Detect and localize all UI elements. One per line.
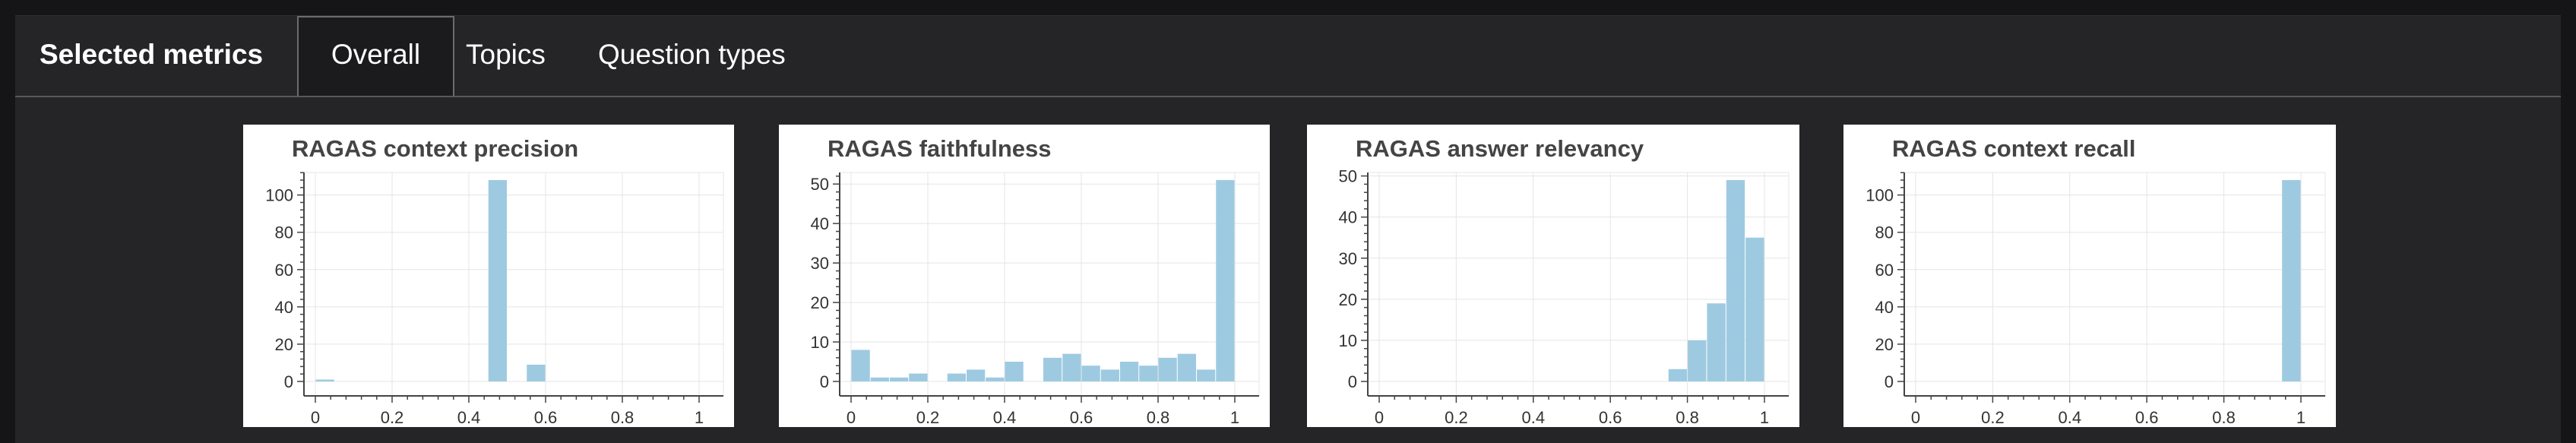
y-tick-label: 100 xyxy=(1866,186,1894,205)
histogram-bar xyxy=(909,373,928,381)
x-tick-label: 0 xyxy=(1911,408,1920,427)
histogram-bar xyxy=(315,379,334,381)
y-tick-label: 30 xyxy=(1339,249,1357,268)
histogram-bar xyxy=(1726,180,1745,381)
chart-title: RAGAS context recall xyxy=(1892,135,2135,162)
histogram-bar xyxy=(1005,362,1024,381)
tab-bar: Selected metrics Overall Topics Question… xyxy=(15,16,2561,97)
y-tick-label: 50 xyxy=(811,175,829,194)
histogram-bar xyxy=(1707,303,1726,381)
histogram-bar xyxy=(2282,180,2301,381)
x-tick-label: 0.4 xyxy=(457,408,481,427)
histogram-bar xyxy=(986,377,1005,381)
y-tick-label: 20 xyxy=(811,293,829,312)
y-tick-label: 30 xyxy=(811,254,829,273)
x-tick-label: 0.6 xyxy=(534,408,558,427)
histogram-bar xyxy=(1100,369,1119,381)
y-tick-label: 40 xyxy=(1875,298,1894,317)
y-tick-label: 40 xyxy=(275,298,293,317)
y-tick-label: 0 xyxy=(1885,372,1894,391)
histogram-bar xyxy=(1158,357,1177,381)
y-tick-label: 40 xyxy=(811,214,829,233)
chart-faithfulness-plot: RAGAS faithfulness 0 10 20 30 40 50 0 0.2 0.4 0.6 0… xyxy=(811,135,1260,427)
histogram-bar xyxy=(890,377,909,381)
x-tick-label: 0.2 xyxy=(1445,408,1468,427)
x-tick-label: 0.4 xyxy=(2059,408,2082,427)
chart-title: RAGAS faithfulness xyxy=(828,135,1052,162)
chart-title: RAGAS answer relevancy xyxy=(1356,135,1644,162)
x-tick-label: 0 xyxy=(311,408,320,427)
x-tick-label: 1 xyxy=(1760,408,1769,427)
y-tick-label: 50 xyxy=(1339,167,1357,186)
x-tick-label: 0.2 xyxy=(916,408,940,427)
x-tick-label: 0.4 xyxy=(993,408,1017,427)
x-tick-label: 0.6 xyxy=(2135,408,2159,427)
charts-row: RAGAS context precision 0 20 40 60 80 100 0 0.2 0… xyxy=(15,103,2561,443)
chart-title: RAGAS context precision xyxy=(292,135,578,162)
histogram-bar xyxy=(967,369,986,381)
chart-faithfulness: RAGAS faithfulness 0 10 20 30 40 50 0 0.2 0.4 0.6 0… xyxy=(779,125,1270,427)
histogram-bar xyxy=(851,350,870,381)
y-tick-label: 0 xyxy=(820,372,829,391)
histogram-bar xyxy=(1139,365,1158,381)
histogram-bar xyxy=(947,373,966,381)
histogram-bar xyxy=(1688,340,1707,381)
histogram-bar xyxy=(488,180,507,381)
histogram-bar xyxy=(870,377,889,381)
y-tick-label: 80 xyxy=(1875,223,1894,242)
x-tick-label: 0.6 xyxy=(1599,408,1622,427)
y-tick-label: 60 xyxy=(275,261,293,280)
chart-context-precision-plot: RAGAS context precision 0 20 40 60 80 100 0 0.2 0… xyxy=(265,135,724,427)
chart-answer-relevancy: RAGAS answer relevancy 0 10 20 30 40 50 0 0.2 0.4… xyxy=(1307,125,1799,427)
histogram-bar xyxy=(1081,365,1100,381)
y-tick-label: 20 xyxy=(275,335,293,354)
x-tick-label: 0.6 xyxy=(1070,408,1093,427)
x-tick-label: 0.4 xyxy=(1522,408,1546,427)
y-tick-label: 10 xyxy=(811,333,829,352)
metrics-panel: Selected metrics Overall Topics Question… xyxy=(15,15,2561,443)
x-tick-label: 1 xyxy=(2296,408,2305,427)
y-tick-label: 10 xyxy=(1339,331,1357,350)
x-tick-label: 0.8 xyxy=(611,408,635,427)
tab-question-types[interactable]: Question types xyxy=(598,39,786,70)
tab-topics[interactable]: Topics xyxy=(466,39,546,70)
histogram-bar xyxy=(1216,180,1235,381)
panel-title: Selected metrics xyxy=(40,39,264,70)
y-tick-label: 20 xyxy=(1339,290,1357,309)
x-tick-label: 0 xyxy=(847,408,856,427)
y-tick-label: 80 xyxy=(275,223,293,242)
y-tick-label: 60 xyxy=(1875,261,1894,280)
y-tick-label: 0 xyxy=(284,372,293,391)
tab-overall-label: Overall xyxy=(331,39,421,70)
histogram-bar xyxy=(1745,237,1764,381)
x-tick-label: 1 xyxy=(695,408,704,427)
histogram-bar xyxy=(1120,362,1139,381)
x-tick-label: 0.8 xyxy=(1676,408,1699,427)
x-tick-label: 1 xyxy=(1230,408,1239,427)
histogram-bar xyxy=(1197,369,1216,381)
x-tick-label: 0.8 xyxy=(2212,408,2236,427)
histogram-bar xyxy=(1062,353,1081,381)
plot-frame xyxy=(1367,172,1790,397)
tab-overall[interactable]: Overall xyxy=(297,16,454,96)
histogram-bar xyxy=(527,364,546,381)
chart-context-precision: RAGAS context precision 0 20 40 60 80 100 0 0.2 0… xyxy=(243,125,734,427)
x-tick-label: 0.2 xyxy=(1981,408,2005,427)
histogram-bar xyxy=(1668,369,1688,381)
plot-frame xyxy=(303,172,724,397)
chart-context-recall: RAGAS context recall 0 20 40 60 80 100 0 0.2 0.4 0… xyxy=(1843,125,2336,427)
histogram-bar xyxy=(1043,357,1062,381)
x-tick-label: 0.8 xyxy=(1147,408,1170,427)
x-tick-label: 0 xyxy=(1375,408,1384,427)
y-tick-label: 40 xyxy=(1339,208,1357,227)
plot-frame xyxy=(1904,172,2326,397)
histogram-bar xyxy=(1177,353,1196,381)
y-tick-label: 100 xyxy=(265,186,293,205)
y-tick-label: 0 xyxy=(1348,372,1357,391)
x-tick-label: 0.2 xyxy=(381,408,404,427)
chart-answer-relevancy-plot: RAGAS answer relevancy 0 10 20 30 40 50 0 0.2 0.4… xyxy=(1339,135,1790,427)
y-tick-label: 20 xyxy=(1875,335,1894,354)
chart-context-recall-plot: RAGAS context recall 0 20 40 60 80 100 0 0.2 0.4 0… xyxy=(1866,135,2326,427)
